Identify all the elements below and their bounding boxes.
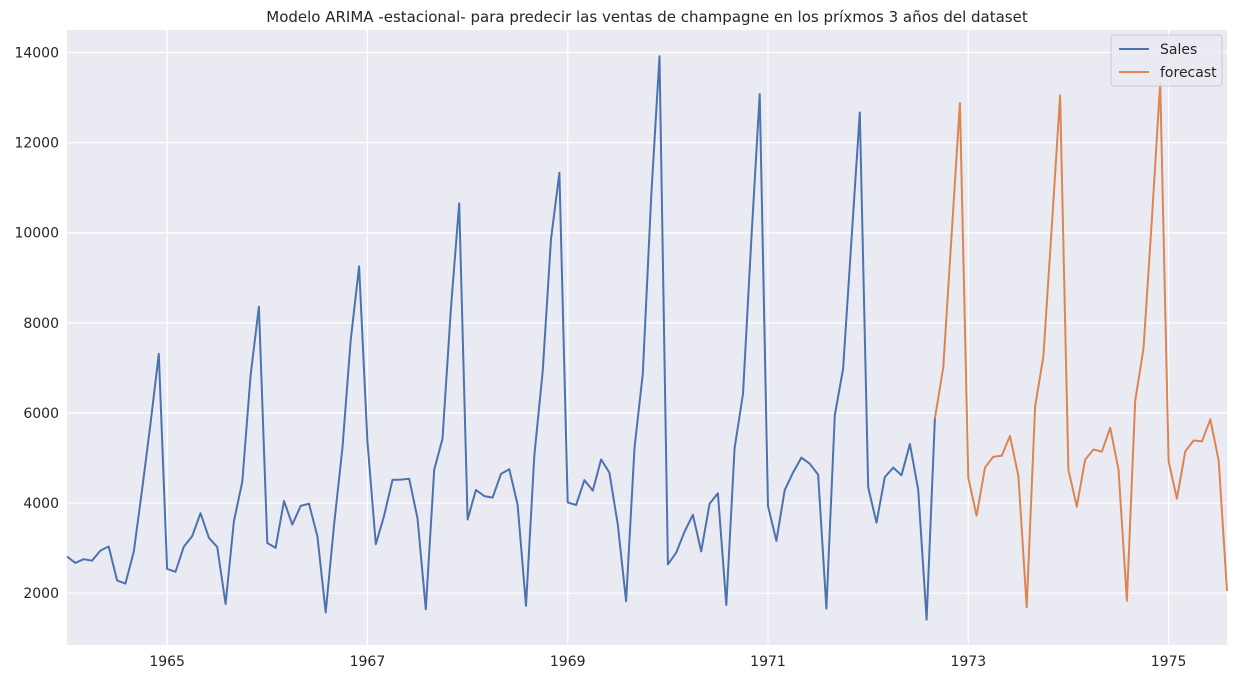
series-line-sales	[66, 55, 936, 621]
x-tick-label: 1975	[1151, 654, 1187, 670]
y-tick-label: 14000	[14, 46, 59, 62]
x-tick-label: 1965	[149, 654, 185, 670]
y-tick-label: 4000	[23, 496, 59, 512]
series-line-forecast	[933, 81, 1228, 609]
x-tick-label: 1971	[750, 654, 786, 670]
x-tick-label: 1973	[950, 654, 986, 670]
x-tick-label: 1967	[350, 654, 386, 670]
legend-label: forecast	[1160, 65, 1217, 81]
x-axis-ticks: 1965 1967 1969 1971 1973 1975	[149, 654, 1186, 670]
legend-box	[1110, 34, 1223, 87]
legend: Sales forecast	[1110, 34, 1223, 87]
y-tick-label: 6000	[23, 406, 59, 422]
y-tick-label: 8000	[23, 316, 59, 332]
grid-lines	[67, 30, 1227, 645]
x-tick-label: 1969	[550, 654, 586, 670]
plot-background	[67, 30, 1227, 645]
y-tick-label: 12000	[14, 136, 59, 152]
y-tick-label: 10000	[14, 226, 59, 242]
y-axis-ticks: 2000 4000 6000 8000 10000 12000 14000	[14, 46, 59, 603]
series-lines	[66, 55, 1228, 621]
y-tick-label: 2000	[23, 586, 59, 602]
chart-title: Modelo ARIMA -estacional- para predecir …	[266, 8, 1028, 26]
legend-label: Sales	[1160, 42, 1197, 58]
